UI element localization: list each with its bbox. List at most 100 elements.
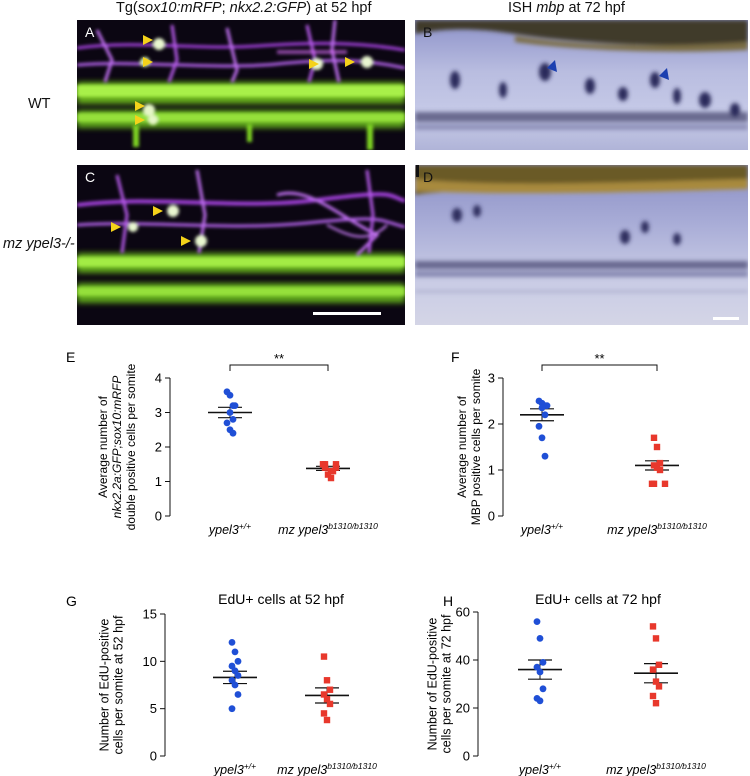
chart-e-point-wt-5	[229, 416, 237, 423]
chart-h-point-wt-7	[536, 697, 544, 705]
header-left-text: Tg(	[116, 0, 138, 16]
chart-e-point-mz-8	[327, 474, 335, 482]
chart-g-point-mz-0	[320, 653, 328, 660]
chart-g-ylabel-line-1: cells per somite at 52 hpf	[111, 615, 125, 754]
chart-e-point-wt-1	[226, 391, 234, 399]
chart-h-panel-label: H	[443, 593, 453, 609]
chart-h-point-wt-0	[533, 618, 541, 625]
header-left-stage: ) at 52 hpf	[306, 0, 372, 16]
chart-g-ylabel-line-0: Number of EdU-positive	[97, 619, 111, 752]
chart-h-point-mz-7	[652, 700, 660, 707]
chart-f-point-wt-6	[535, 422, 543, 430]
header-left-gene1: sox10:mRFP	[137, 0, 222, 16]
chart-h-point-mz-5	[655, 683, 663, 690]
chart-h-point-mz-3	[649, 666, 657, 673]
chart-e-ylabel-line-0: Average number of	[96, 395, 110, 498]
chart-f-point-wt-4	[538, 404, 546, 412]
chart-h-ytick-label-1: 20	[456, 701, 470, 716]
panel-b-image	[415, 20, 748, 150]
chart-g-point-mz-2	[326, 686, 334, 693]
chart-e-point-mz-6	[329, 467, 337, 475]
chart-f-ytick-label-1: 1	[488, 463, 495, 478]
chart-h-ylabel-line-1: cells per somite at 72 hpf	[439, 614, 453, 753]
chart-g-panel-label: G	[66, 593, 77, 609]
chart-f-point-mz-5	[656, 466, 664, 474]
chart-h-point-mz-1	[652, 635, 660, 642]
chart-h-point-wt-5	[539, 685, 547, 693]
chart-h-point-wt-1	[536, 635, 544, 642]
panel-d-image	[415, 165, 748, 325]
chart-e-point-mz-7	[324, 471, 332, 478]
chart-e-ytick-label-0: 0	[155, 509, 162, 524]
chart-g-point-wt-9	[228, 705, 236, 713]
chart-f-ylabel-line-1: MBP positive cells per somite	[469, 368, 483, 525]
chart-h-point-mz-0	[649, 623, 657, 630]
chart-e-point-wt-4	[226, 409, 234, 416]
chart-e-ytick-label-2: 2	[155, 440, 162, 455]
row-label-wt: WT	[28, 96, 51, 112]
chart-g-point-mz-1	[323, 677, 331, 684]
chart-e-ytick-label-3: 3	[155, 405, 162, 420]
chart-f-significance-bracket	[541, 364, 658, 371]
chart-e-panel-label: E	[66, 349, 75, 365]
chart-g-ytick-label-0: 0	[150, 749, 157, 764]
chart-g-title: EdU+ cells at 52 hpf	[218, 591, 344, 607]
chart-h-point-mz-4	[652, 678, 660, 685]
chart-e: E 0 1 2 3 4 Average number of nkx2.2a:GFP;sox10…	[66, 349, 378, 537]
chart-e-point-wt-6	[223, 419, 231, 427]
chart-f-point-mz-8	[648, 480, 656, 487]
chart-g-ytick-label-2: 10	[143, 654, 157, 669]
chart-f-ytick-label-0: 0	[488, 509, 495, 524]
chart-g-point-mz-3	[320, 691, 328, 698]
chart-h-category-label-0: ypel3+/+	[518, 761, 561, 776]
panel-c-fluorescence: C	[77, 165, 405, 325]
chart-f-ytick-label-3: 3	[488, 371, 495, 386]
chart-h-title: EdU+ cells at 72 hpf	[535, 591, 661, 607]
panel-d-ish: D	[415, 165, 748, 325]
chart-e-category-label-1: mz ypel3b1310/b1310	[278, 521, 378, 537]
panel-d-label: D	[423, 169, 434, 185]
chart-f-point-wt-5	[541, 411, 549, 419]
chart-e-ylabel-line-2: double positive cells per somite	[124, 363, 138, 530]
chart-f-point-wt-7	[538, 434, 546, 442]
chart-h-point-mz-2	[655, 661, 663, 668]
chart-f-point-mz-1	[653, 443, 661, 451]
scale-bar-d	[713, 317, 739, 320]
chart-f-category-label-0: ypel3+/+	[520, 521, 563, 537]
chart-h: H EdU+ cells at 72 hpf 0 20 40 60 Number of Ed…	[425, 591, 706, 776]
chart-g-point-wt-5	[234, 672, 242, 679]
chart-f-point-mz-7	[661, 480, 669, 487]
chart-h-ytick-label-0: 0	[463, 749, 470, 764]
chart-h-ylabel-line-0: Number of EdU-positive	[425, 618, 439, 751]
panel-b-ish: B	[415, 20, 748, 150]
header-left-sep: ;	[221, 0, 230, 16]
row-label-mz: mz ypel3-/-	[3, 236, 75, 252]
chart-g-category-label-0: ypel3+/+	[213, 761, 256, 776]
panel-b-label: B	[423, 24, 433, 40]
chart-e-significance-bracket	[229, 364, 329, 371]
chart-e-point-mz-4	[332, 464, 340, 471]
chart-e-point-mz-2	[319, 461, 327, 468]
chart-g-point-wt-2	[234, 657, 242, 665]
chart-e-category-label-0: ypel3+/+	[208, 521, 251, 537]
header-right-stage: at 72 hpf	[564, 0, 625, 16]
chart-f-ylabel-line-0: Average number of	[455, 395, 469, 498]
chart-h-ytick-label-3: 60	[456, 605, 470, 620]
panel-a-fluorescence: A	[77, 20, 405, 150]
chart-h-point-mz-6	[649, 692, 657, 700]
chart-g-point-mz-7	[323, 716, 331, 724]
chart-e-ylabel-line-1: nkx2.2a:GFP;sox10:mRFP	[110, 376, 124, 519]
chart-h-point-wt-2	[539, 659, 547, 666]
chart-h-ytick-label-2: 40	[456, 653, 470, 668]
chart-h-category-label-1: mz ypel3b1310/b1310	[606, 761, 706, 776]
chart-f-significance-label: **	[594, 351, 604, 366]
chart-h-point-wt-4	[536, 668, 544, 676]
chart-g-ytick-label-3: 15	[143, 607, 157, 622]
chart-g-point-mz-4	[323, 696, 331, 703]
chart-f: F 0 1 2 3 Average number of MBP positive cells…	[451, 349, 707, 537]
chart-g: G EdU+ cells at 52 hpf 0 5 10 15 Number of EdU…	[66, 591, 377, 776]
chart-f-point-wt-8	[541, 452, 549, 460]
chart-e-ytick-label-1: 1	[155, 474, 162, 489]
panel-c-image	[77, 169, 405, 315]
chart-e-ytick-label-4: 4	[155, 371, 162, 386]
